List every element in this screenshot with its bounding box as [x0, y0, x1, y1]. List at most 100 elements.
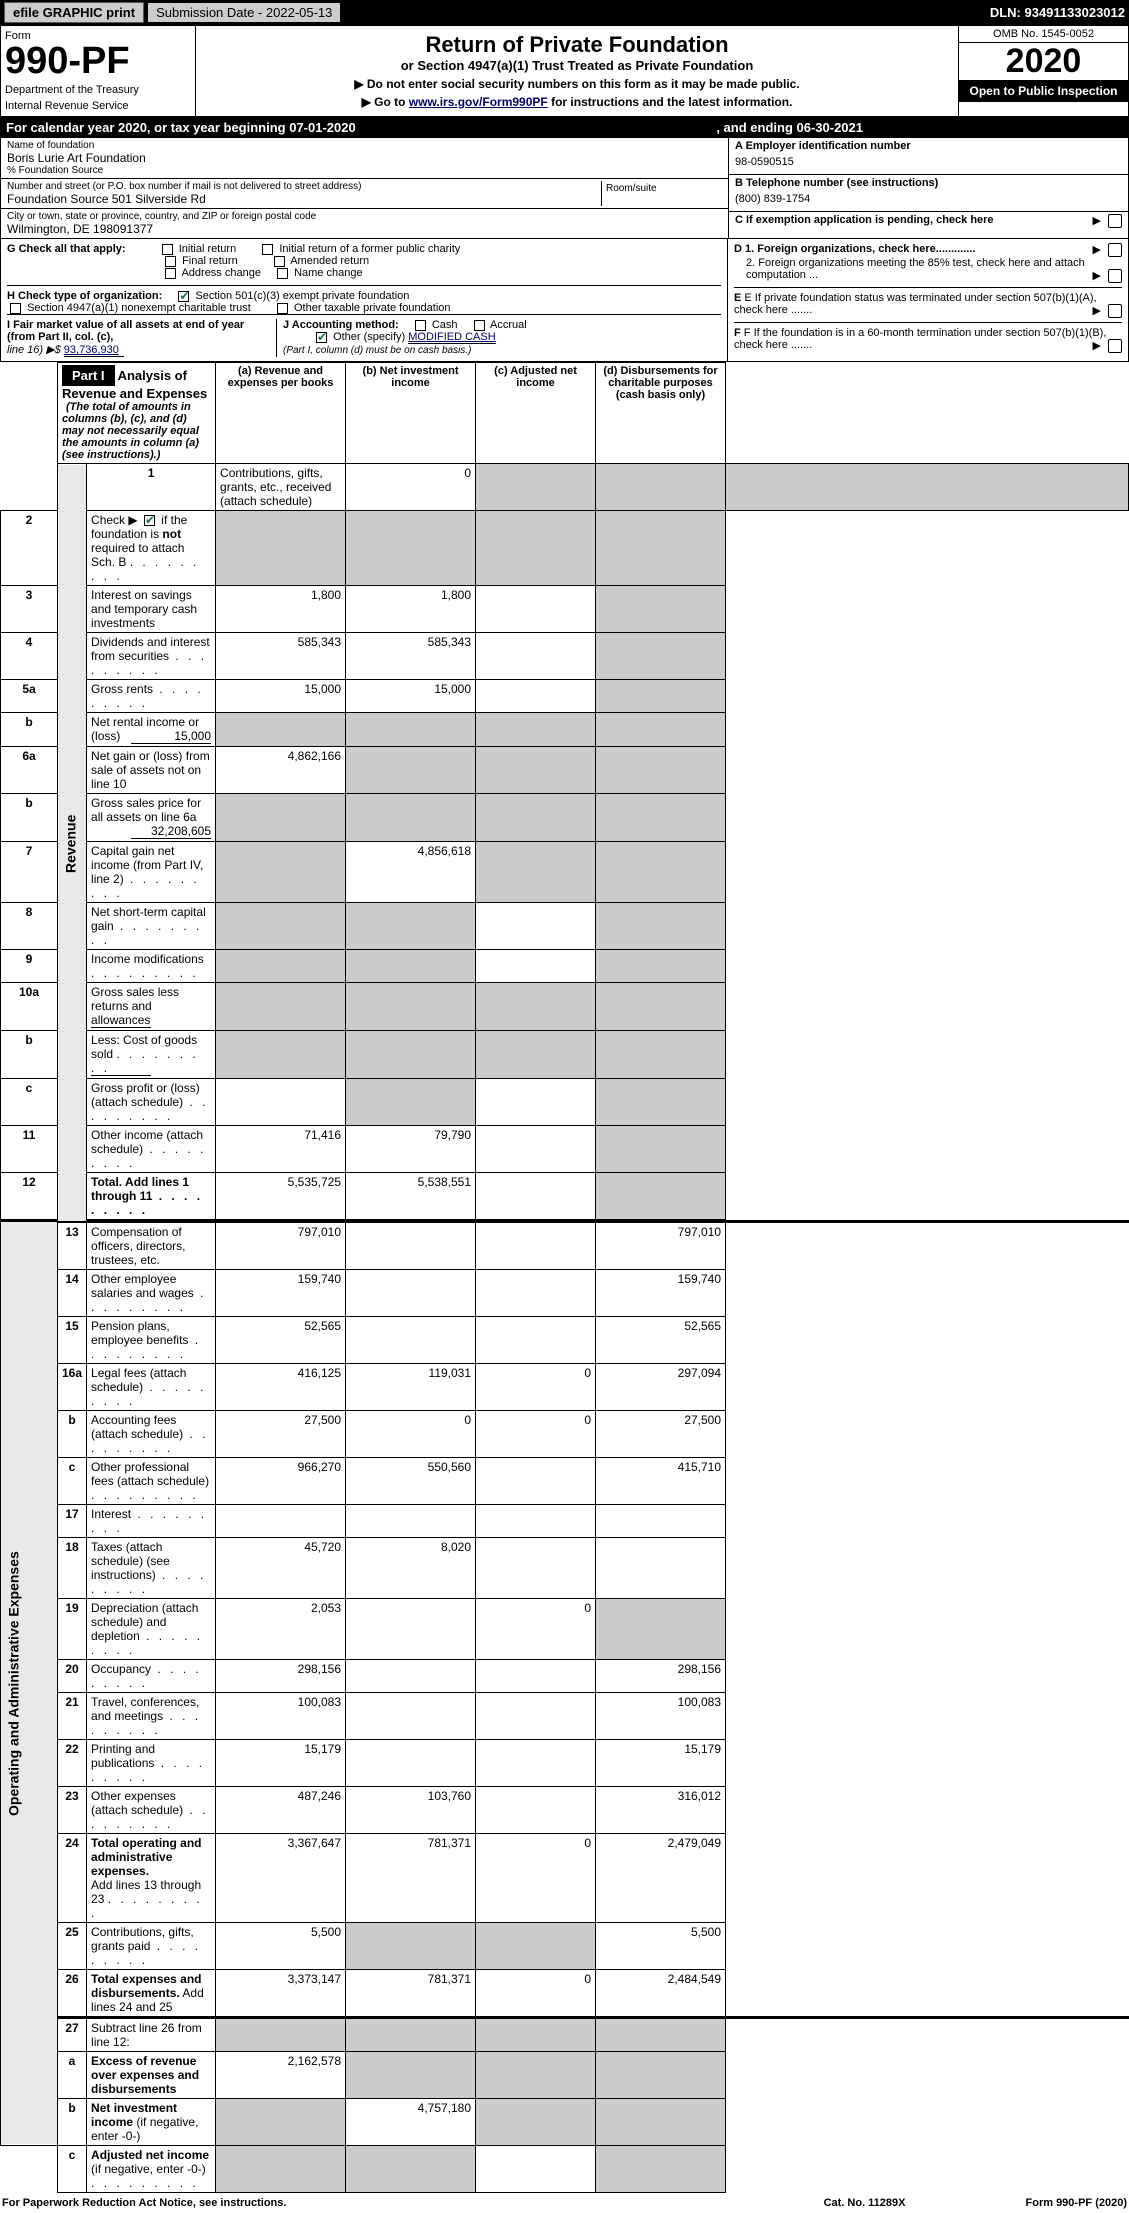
r5a-b: 15,000	[346, 680, 476, 713]
irs-label: Internal Revenue Service	[5, 100, 191, 112]
desc-10b: Less: Cost of goods sold	[87, 1031, 216, 1079]
r16a-a: 416,125	[216, 1364, 346, 1411]
r16b-b: 0	[346, 1411, 476, 1458]
schb-checkbox[interactable]	[144, 515, 155, 526]
d1-label: D 1. Foreign organizations, check here..…	[734, 243, 975, 255]
r25-d: 5,500	[596, 1923, 726, 1970]
part1-table: Part I Analysis of Revenue and Expenses …	[0, 362, 1129, 2193]
desc-4: Dividends and interest from securities	[87, 633, 216, 680]
r16c-b: 550,560	[346, 1458, 476, 1505]
g-o2: Initial return of a former public charit…	[279, 243, 460, 255]
desc-15: Pension plans, employee benefits	[87, 1317, 216, 1364]
form-ref: Form 990-PF (2020)	[1026, 2197, 1128, 2209]
foundation-name: Boris Lurie Art Foundation	[7, 151, 722, 165]
ln-17: 17	[58, 1505, 87, 1538]
r13-a: 797,010	[216, 1222, 346, 1270]
care-of: % Foundation Source	[7, 165, 722, 176]
cal-end: , and ending 06-30-2021	[716, 120, 863, 135]
desc-24: Total operating and administrative expen…	[87, 1834, 216, 1923]
ln-21: 21	[58, 1693, 87, 1740]
r18-a: 45,720	[216, 1538, 346, 1599]
desc-5b: Net rental income or (loss) 15,000	[87, 713, 216, 747]
g-name-change-checkbox[interactable]	[277, 268, 288, 279]
d2-checkbox[interactable]	[1108, 269, 1122, 283]
r19-c: 0	[476, 1599, 596, 1660]
r26-d: 2,484,549	[596, 1970, 726, 2018]
j-other: Other (specify)	[333, 331, 405, 343]
ln-2: 2	[1, 511, 58, 586]
ln-15: 15	[58, 1317, 87, 1364]
r14-d: 159,740	[596, 1270, 726, 1317]
e-checkbox[interactable]	[1108, 304, 1122, 318]
ln-24: 24	[58, 1834, 87, 1923]
desc-19: Depreciation (attach schedule) and deple…	[87, 1599, 216, 1660]
h-501c3-checkbox[interactable]	[178, 291, 189, 302]
h-o2: Section 4947(a)(1) nonexempt charitable …	[27, 302, 251, 314]
desc-27b: Net investment income (if negative, ente…	[87, 2099, 216, 2146]
irs-link[interactable]: www.irs.gov/Form990PF	[409, 95, 548, 109]
ln-4: 4	[1, 633, 58, 680]
form-title: Return of Private Foundation	[202, 32, 952, 58]
i-line: line 16) ▶$	[7, 344, 64, 356]
g-final-checkbox[interactable]	[165, 256, 176, 267]
g-amended-checkbox[interactable]	[274, 256, 285, 267]
ssn-notice: ▶ Do not enter social security numbers o…	[202, 77, 952, 91]
g-initial-former-checkbox[interactable]	[262, 244, 273, 255]
r16c-a: 966,270	[216, 1458, 346, 1505]
j-accrual-checkbox[interactable]	[474, 320, 485, 331]
desc-6a: Net gain or (loss) from sale of assets n…	[87, 747, 216, 794]
h-other-taxable-checkbox[interactable]	[277, 303, 288, 314]
expense-sidelabel: Operating and Administrative Expenses	[1, 1222, 58, 2146]
r16c-d: 415,710	[596, 1458, 726, 1505]
d2-row: 2. Foreign organizations meeting the 85%…	[734, 257, 1122, 281]
desc-2: Check ▶ if the foundation is not require…	[87, 511, 216, 586]
calendar-year-row: For calendar year 2020, or tax year begi…	[0, 117, 1129, 138]
open-inspection: Open to Public Inspection	[959, 80, 1128, 102]
top-bar: efile GRAPHIC print Submission Date - 20…	[0, 0, 1129, 25]
r15-a: 52,565	[216, 1317, 346, 1364]
r7-b: 4,856,618	[346, 842, 476, 903]
r21-d: 100,083	[596, 1693, 726, 1740]
ln-22: 22	[58, 1740, 87, 1787]
i-label: I Fair market value of all assets at end…	[7, 319, 244, 343]
f-checkbox[interactable]	[1108, 339, 1122, 353]
desc-26: Total expenses and disbursements. Add li…	[87, 1970, 216, 2018]
ln-3: 3	[1, 586, 58, 633]
r14-a: 159,740	[216, 1270, 346, 1317]
r24-c: 0	[476, 1834, 596, 1923]
i-fmv-value[interactable]: 93,736,930	[64, 344, 124, 357]
submission-date: Submission Date - 2022-05-13	[148, 3, 340, 22]
desc-16a: Legal fees (attach schedule)	[87, 1364, 216, 1411]
ln-5b: b	[1, 713, 58, 747]
j-cash: Cash	[432, 319, 458, 331]
check-section: G Check all that apply: Initial return I…	[0, 239, 1129, 362]
desc-21: Travel, conferences, and meetings	[87, 1693, 216, 1740]
j-other-checkbox[interactable]	[316, 332, 327, 343]
efile-print-button[interactable]: efile GRAPHIC print	[4, 2, 144, 23]
ln-7: 7	[1, 842, 58, 903]
g-addr-change-checkbox[interactable]	[165, 268, 176, 279]
r26-c: 0	[476, 1970, 596, 2018]
ln-13: 13	[58, 1222, 87, 1270]
ln-27a: a	[58, 2052, 87, 2099]
r22-a: 15,179	[216, 1740, 346, 1787]
desc-18: Taxes (attach schedule) (see instruction…	[87, 1538, 216, 1599]
r13-d: 797,010	[596, 1222, 726, 1270]
omb-number: OMB No. 1545-0052	[959, 26, 1128, 43]
r24-a: 3,367,647	[216, 1834, 346, 1923]
r16a-b: 119,031	[346, 1364, 476, 1411]
g-o1: Initial return	[179, 243, 236, 255]
desc-10a: Gross sales less returns and allowances	[87, 983, 216, 1031]
c-checkbox[interactable]	[1108, 214, 1122, 228]
desc-27: Subtract line 26 from line 12:	[87, 2018, 216, 2052]
h-4947-checkbox[interactable]	[10, 303, 21, 314]
c-label: C If exemption application is pending, c…	[735, 214, 994, 226]
j-cash-checkbox[interactable]	[415, 320, 426, 331]
g-initial-return-checkbox[interactable]	[162, 244, 173, 255]
r24-d: 2,479,049	[596, 1834, 726, 1923]
desc-3: Interest on savings and temporary cash i…	[87, 586, 216, 633]
ln-5a: 5a	[1, 680, 58, 713]
g-o5: Address change	[181, 267, 261, 279]
addr-label: Number and street (or P.O. box number if…	[7, 181, 601, 192]
d1-checkbox[interactable]	[1108, 243, 1122, 257]
